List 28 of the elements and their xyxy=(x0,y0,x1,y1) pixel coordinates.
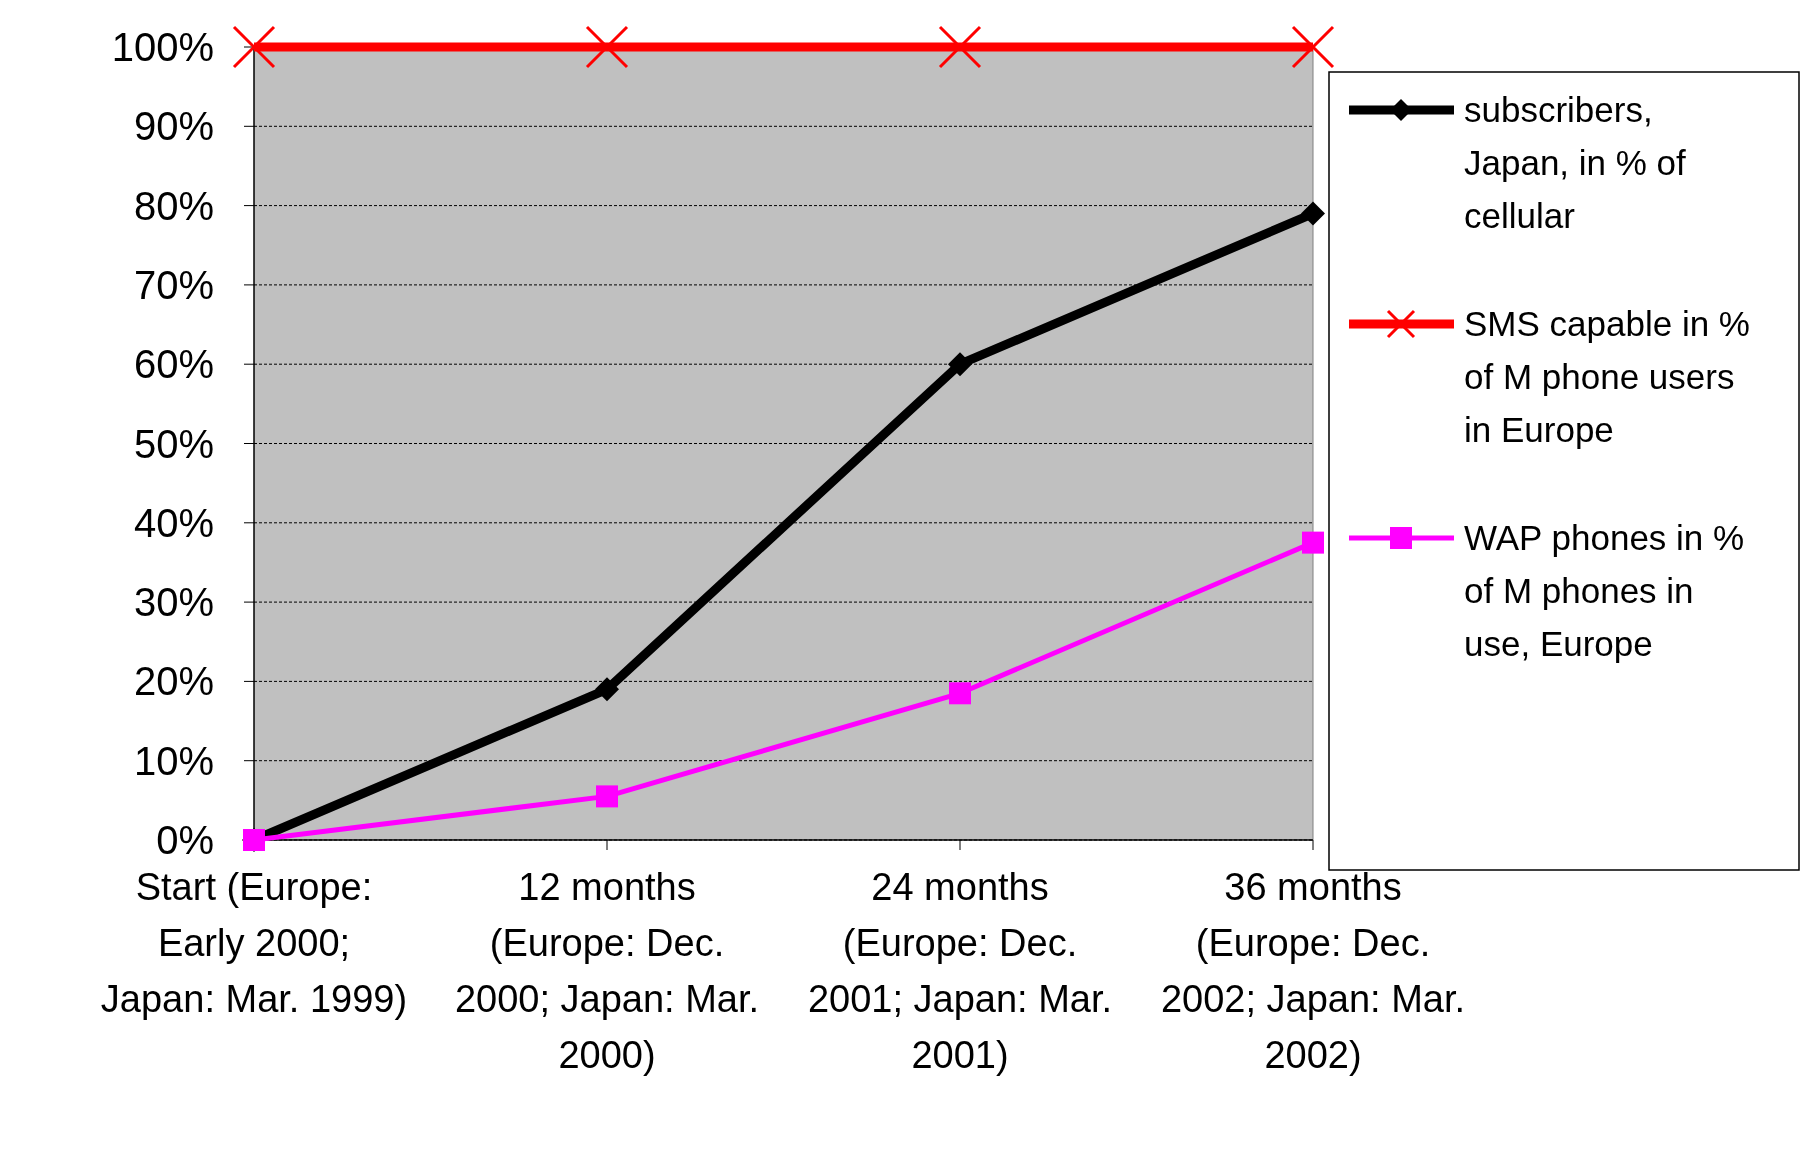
y-tick-label: 70% xyxy=(133,262,214,307)
point xyxy=(1301,201,1325,226)
point xyxy=(1291,25,1335,69)
legend-label: SMS capable in % of M phone users in Europe xyxy=(1464,304,1750,449)
x-tick-label: 12 months (Europe: Dec. 2000; Japan: Mar. 2000) xyxy=(454,866,760,1076)
point xyxy=(948,352,972,377)
point xyxy=(596,785,618,808)
point xyxy=(595,677,619,702)
point xyxy=(585,25,629,69)
y-tick-label: 90% xyxy=(133,104,214,149)
y-tick-label: 0% xyxy=(156,818,214,862)
point xyxy=(1302,531,1324,554)
legend-label: subscribers, Japan, in % of cellular xyxy=(1464,90,1687,235)
y-tick-label: 50% xyxy=(133,421,214,466)
point xyxy=(949,682,971,705)
point xyxy=(938,25,982,69)
point xyxy=(232,25,276,69)
y-tick-label: 60% xyxy=(133,342,214,387)
legend-label: WAP phones in % of M phones in use, Europe xyxy=(1464,518,1745,663)
y-tick-label: 80% xyxy=(133,183,214,228)
x-tick-label: 24 months (Europe: Dec. 2001; Japan: Mar. 2001) xyxy=(807,866,1113,1076)
y-tick-label: 20% xyxy=(133,659,214,704)
x-tick-label: Start (Europe: Early 2000; Japan: Mar. 1999) xyxy=(100,866,408,1020)
y-tick-label: 30% xyxy=(133,580,214,625)
y-tick-label: 10% xyxy=(133,738,214,783)
y-tick-label: 40% xyxy=(133,500,214,545)
x-tick-label: 36 months (Europe: Dec. 2002; Japan: Mar. 2002) xyxy=(1160,866,1466,1076)
y-tick-label: 100% xyxy=(111,25,214,69)
